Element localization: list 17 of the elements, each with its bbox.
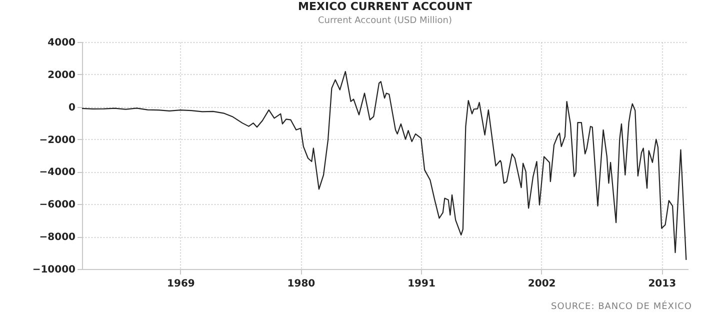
source-note: SOURCE: BANCO DE MÉXICO bbox=[551, 302, 692, 312]
y-tick-label: 2000 bbox=[48, 70, 76, 81]
x-tick-label: 1980 bbox=[287, 278, 316, 290]
y-tick-label: 0 bbox=[68, 102, 76, 114]
x-tick-label: 2002 bbox=[528, 278, 556, 290]
x-tick-label: 1991 bbox=[408, 278, 436, 290]
y-tick-label: −10000 bbox=[32, 264, 76, 276]
y-tick-label: −4000 bbox=[39, 167, 76, 178]
chart-title: MEXICO CURRENT ACCOUNT bbox=[298, 0, 472, 13]
x-tick-label: 2013 bbox=[648, 278, 676, 290]
line-series bbox=[81, 70, 687, 260]
y-tick-label: 4000 bbox=[48, 38, 76, 48]
x-tick-label: 1969 bbox=[167, 278, 195, 290]
y-tick-label: −2000 bbox=[39, 134, 76, 146]
y-tick-label: −6000 bbox=[39, 200, 76, 211]
y-tick-label: −8000 bbox=[39, 232, 76, 244]
chart-subtitle: Current Account (USD Million) bbox=[318, 16, 452, 26]
